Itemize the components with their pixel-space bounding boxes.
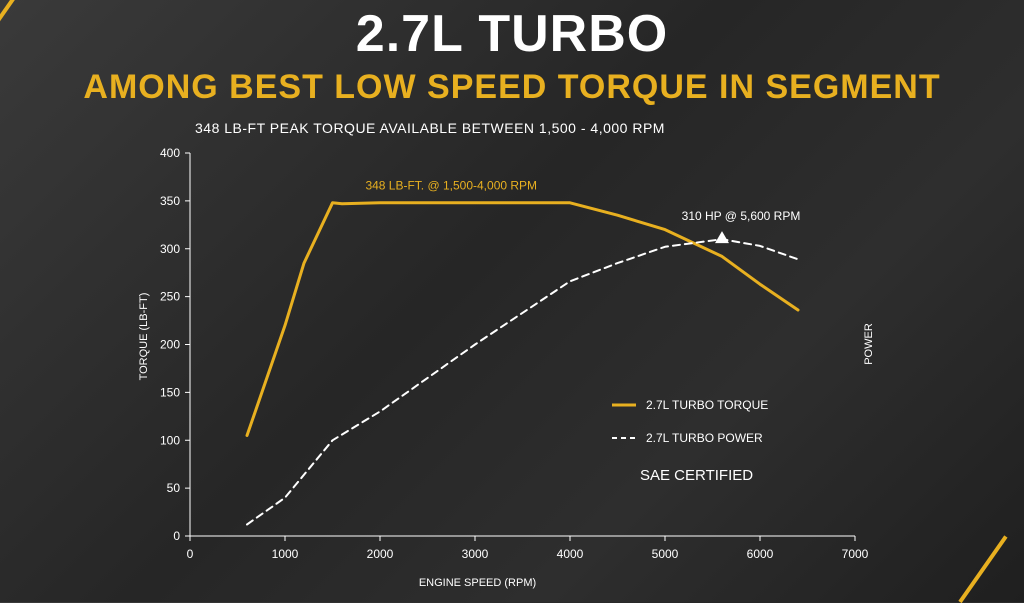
y-tick-label: 100 bbox=[160, 433, 180, 447]
legend-torque-label: 2.7L TURBO TORQUE bbox=[646, 398, 768, 412]
x-tick-label: 6000 bbox=[747, 547, 774, 561]
peak-power-marker bbox=[715, 231, 729, 244]
x-tick-label: 3000 bbox=[462, 547, 489, 561]
y-tick-label: 400 bbox=[160, 146, 180, 160]
y-tick-label: 150 bbox=[160, 385, 180, 399]
y-axis-label: TORQUE (LB-FT) bbox=[138, 293, 150, 381]
power-series-line bbox=[246, 238, 799, 526]
chart-legend: 2.7L TURBO TORQUE 2.7L TURBO POWER SAE CER… bbox=[612, 398, 768, 484]
page-title: 2.7L TURBO bbox=[355, 5, 669, 63]
peak-torque-note: 348 LB-FT PEAK TORQUE AVAILABLE BETWEEN … bbox=[195, 120, 665, 136]
x-tick-label: 5000 bbox=[652, 547, 679, 561]
page-subtitle: AMONG BEST LOW SPEED TORQUE IN SEGMENT bbox=[83, 68, 941, 106]
y-tick-labels: 0 50 100 150 200 250 300 350 400 bbox=[160, 146, 190, 543]
x-tick-labels: 0 1000 2000 3000 4000 5000 6000 7000 bbox=[187, 536, 869, 561]
y-tick-label: 0 bbox=[173, 529, 180, 543]
y2-axis-label: POWER bbox=[863, 323, 875, 365]
x-tick-label: 7000 bbox=[842, 547, 869, 561]
peak-power-annotation: 310 HP @ 5,600 RPM bbox=[682, 209, 801, 223]
x-tick-label: 1000 bbox=[272, 547, 299, 561]
legend-power-label: 2.7L TURBO POWER bbox=[646, 431, 763, 445]
torque-series-line bbox=[245, 201, 800, 437]
peak-torque-annotation: 348 LB-FT. @ 1,500-4,000 RPM bbox=[365, 178, 537, 192]
x-tick-label: 2000 bbox=[367, 547, 394, 561]
y-tick-label: 250 bbox=[160, 290, 180, 304]
y-tick-label: 200 bbox=[160, 338, 180, 352]
chart-series bbox=[245, 201, 800, 526]
y-tick-label: 300 bbox=[160, 242, 180, 256]
x-tick-label: 0 bbox=[187, 547, 194, 561]
x-tick-label: 4000 bbox=[557, 547, 584, 561]
y-tick-label: 50 bbox=[167, 481, 181, 495]
x-axis-label: ENGINE SPEED (RPM) bbox=[419, 577, 536, 589]
chart-annotations: 348 LB-FT. @ 1,500-4,000 RPM 310 HP @ 5,6… bbox=[365, 178, 801, 244]
sae-certified-label: SAE CERTIFIED bbox=[640, 467, 753, 484]
y-tick-label: 350 bbox=[160, 194, 180, 208]
